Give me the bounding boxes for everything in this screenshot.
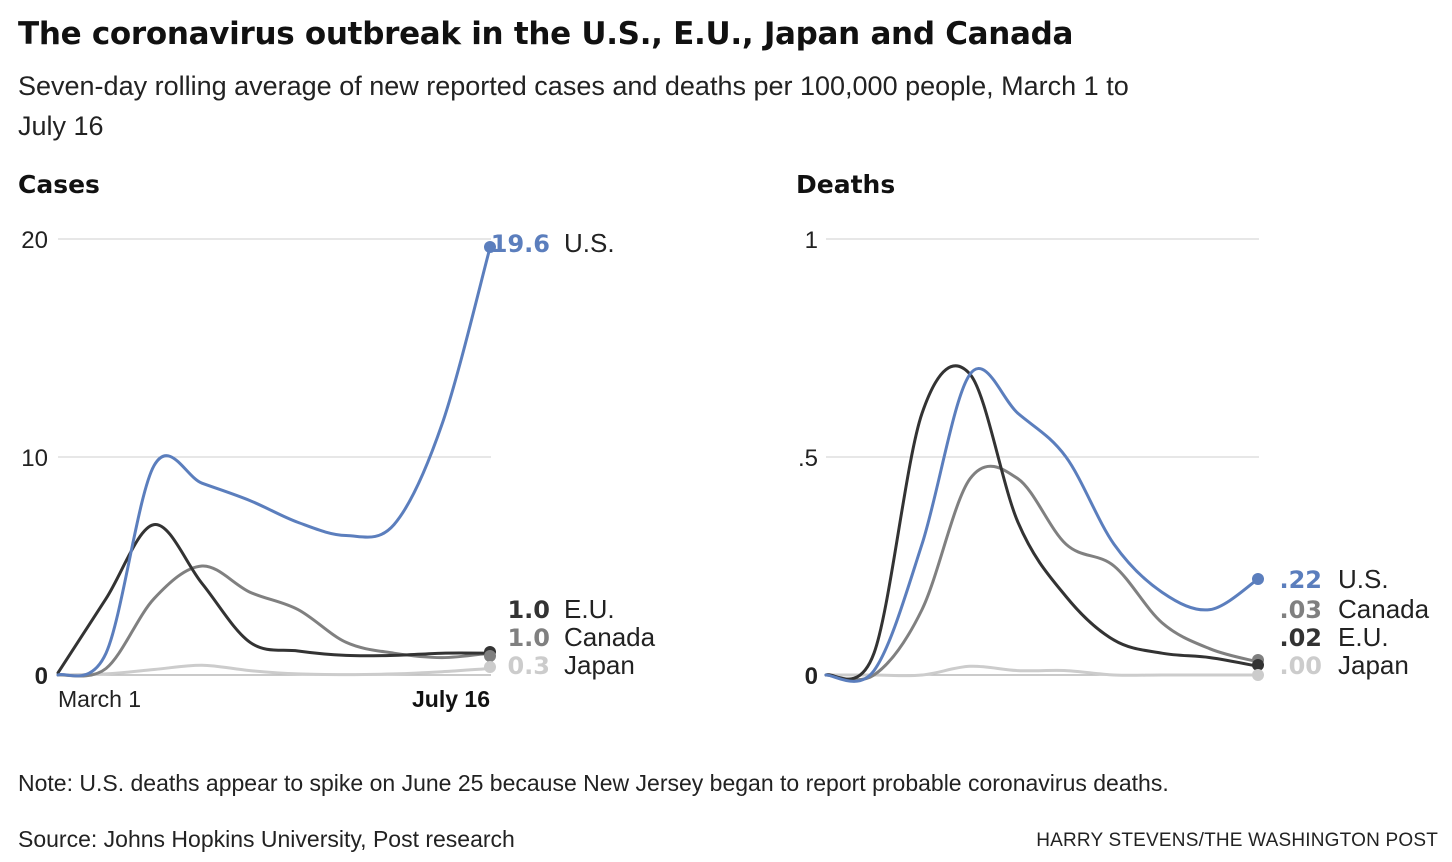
cases-y-tick-label: 0 bbox=[35, 663, 48, 690]
cases-line-eu bbox=[56, 523, 492, 675]
deaths-end-value-japan: .00 bbox=[1279, 652, 1322, 680]
cases-end-value-us: 19.6 bbox=[491, 230, 550, 258]
cases-series-name-us: U.S. bbox=[564, 228, 615, 258]
cases-end-value-canada: 1.0 bbox=[507, 624, 550, 652]
cases-y-tick-label: 20 bbox=[21, 227, 48, 254]
deaths-series-name-canada: Canada bbox=[1338, 594, 1430, 624]
cases-end-dot-us bbox=[484, 241, 496, 253]
deaths-line-eu bbox=[824, 364, 1260, 681]
cases-end-dot-japan bbox=[484, 661, 496, 673]
deaths-end-dot-japan bbox=[1252, 669, 1264, 681]
cases-line-canada bbox=[56, 564, 492, 678]
footnote: Note: U.S. deaths appear to spike on Jun… bbox=[18, 770, 1169, 796]
deaths-end-value-us: .22 bbox=[1279, 566, 1322, 594]
deaths-panel-title: Deaths bbox=[796, 170, 895, 199]
deaths-y-tick-label: .5 bbox=[798, 445, 818, 472]
deaths-end-dot-eu bbox=[1252, 659, 1264, 671]
cases-x-label-start: March 1 bbox=[58, 686, 141, 712]
deaths-line-us bbox=[824, 367, 1260, 683]
deaths-line-japan bbox=[824, 664, 1260, 678]
cases-y-tick-label: 10 bbox=[21, 445, 48, 472]
deaths-line-canada bbox=[824, 464, 1260, 682]
cases-line-us bbox=[56, 246, 492, 678]
cases-end-dot-canada bbox=[484, 650, 496, 662]
cases-series-name-japan: Japan bbox=[564, 650, 635, 680]
chart-title: The coronavirus outbreak in the U.S., E.… bbox=[18, 16, 1074, 52]
deaths-series-name-japan: Japan bbox=[1338, 650, 1409, 680]
cases-series-name-eu: E.U. bbox=[564, 594, 615, 624]
deaths-end-dot-us bbox=[1252, 573, 1264, 585]
deaths-series-name-eu: E.U. bbox=[1338, 622, 1389, 652]
cases-end-value-japan: 0.3 bbox=[507, 652, 550, 680]
deaths-end-value-eu: .02 bbox=[1279, 624, 1322, 652]
cases-end-value-eu: 1.0 bbox=[507, 596, 550, 624]
cases-panel-title: Cases bbox=[18, 170, 100, 199]
credit-text: HARRY STEVENS/THE WASHINGTON POST bbox=[1036, 830, 1438, 851]
deaths-y-tick-label: 1 bbox=[805, 227, 818, 254]
deaths-series-name-us: U.S. bbox=[1338, 564, 1389, 594]
cases-line-japan bbox=[56, 663, 492, 677]
deaths-end-value-canada: .03 bbox=[1279, 596, 1322, 624]
cases-series-name-canada: Canada bbox=[564, 622, 656, 652]
deaths-y-tick-label: 0 bbox=[805, 663, 818, 690]
cases-x-label-end: July 16 bbox=[412, 686, 490, 712]
chart-subtitle: Seven-day rolling average of new reporte… bbox=[18, 71, 1129, 141]
source-text: Source: Johns Hopkins University, Post r… bbox=[18, 826, 515, 852]
